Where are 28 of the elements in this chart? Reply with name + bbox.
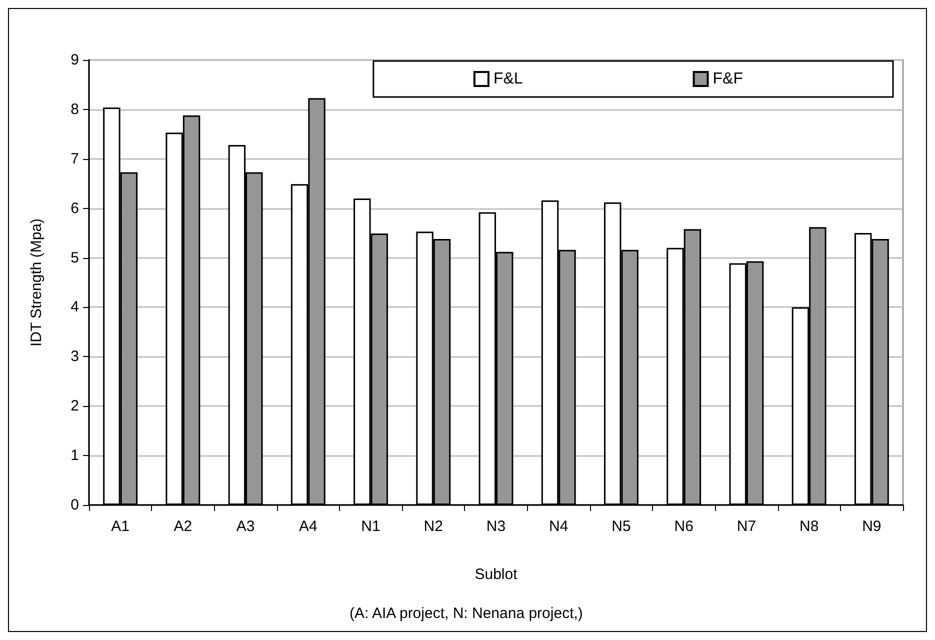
y-tick-label: 6 <box>70 200 79 217</box>
x-tick-label: N2 <box>424 518 443 535</box>
y-tick-label: 1 <box>70 447 79 464</box>
x-tick-label: N5 <box>612 518 631 535</box>
x-tick-label: N1 <box>361 518 380 535</box>
y-tick-label: 5 <box>70 249 79 266</box>
x-axis-title: Sublot <box>474 566 518 583</box>
x-tick-label: A2 <box>174 518 192 535</box>
y-tick-label: 8 <box>70 100 79 118</box>
x-tick-label: N7 <box>736 518 756 535</box>
legend-label: F&F <box>712 70 744 88</box>
x-tick-label: N6 <box>674 518 694 535</box>
y-tick-label: 9 <box>70 52 79 68</box>
y-tick-label: 3 <box>70 348 79 366</box>
y-tick-label: 4 <box>70 298 79 316</box>
y-tick-label: 2 <box>70 398 79 415</box>
x-tick-label: N4 <box>549 518 568 535</box>
y-tick-label: 7 <box>70 150 79 168</box>
x-tick-label: N8 <box>799 518 819 535</box>
y-axis-title: IDT Strength (Mpa) <box>28 218 45 347</box>
legend-label: F&L <box>493 70 523 88</box>
x-tick-label: N3 <box>486 518 506 535</box>
x-tick-label: N9 <box>862 518 882 535</box>
x-tick-label: A1 <box>111 518 130 535</box>
x-tick-label: A3 <box>236 518 255 535</box>
y-tick-label: 0 <box>70 496 79 514</box>
text: (A: AIA project, N: Nenana project,) <box>349 605 583 622</box>
x-tick-label: A4 <box>298 518 318 535</box>
